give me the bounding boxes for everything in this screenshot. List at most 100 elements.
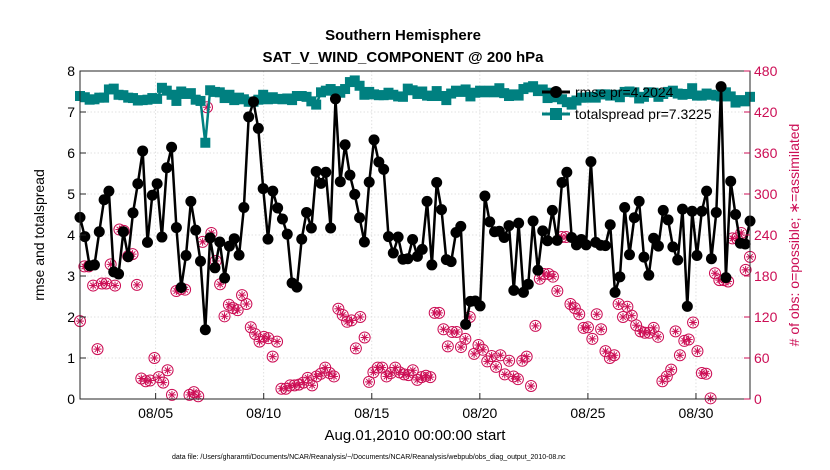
rmse-point — [498, 231, 510, 243]
rmse-point — [382, 231, 394, 243]
obs-possible-point — [165, 388, 178, 401]
obs-assimilated-point — [378, 363, 387, 372]
obs-assimilated-point — [268, 352, 277, 361]
obs-possible-point — [485, 349, 498, 362]
obs-assimilated-stroke — [440, 326, 447, 333]
obs-possible-point — [91, 343, 104, 356]
obs-assimilated-stroke — [352, 345, 360, 352]
rmse-point — [117, 226, 129, 238]
obs-possible-point — [231, 304, 244, 317]
rmse-point — [137, 145, 149, 157]
obs-assimilated-point — [689, 318, 698, 327]
obs-possible-point — [476, 343, 489, 356]
rmse-point — [281, 228, 293, 240]
obs-assimilated-point — [334, 304, 343, 313]
obs-possible-point — [498, 368, 511, 381]
rmse-point — [358, 236, 370, 248]
rmse-point — [546, 204, 558, 216]
obs-assimilated-stroke — [225, 301, 233, 308]
obs-assimilated-stroke — [672, 328, 679, 335]
obs-assimilated-stroke — [501, 371, 508, 378]
rmse-point — [291, 281, 303, 293]
obs-assimilated-point — [662, 372, 671, 381]
rmse-point — [204, 232, 216, 244]
chart-subtitle: SAT_V_WIND_COMPONENT @ 200 hPa — [262, 49, 544, 66]
obs-assimilated-stroke — [668, 366, 675, 373]
rmse-point — [296, 233, 308, 245]
obs-assimilated-point — [347, 316, 356, 325]
obs-assimilated-point — [470, 349, 479, 358]
obs-assimilated-stroke — [488, 352, 495, 360]
obs-possible-point — [148, 352, 161, 364]
obs-possible-point — [739, 263, 752, 276]
rmse-point — [344, 169, 356, 181]
obs-assimilated-stroke — [606, 354, 614, 362]
obs-possible-point — [612, 298, 625, 311]
obs-assimilated-stroke — [269, 353, 276, 360]
rmse-point — [561, 166, 573, 178]
rmse-point — [580, 239, 592, 251]
obs-possible-point — [669, 325, 682, 338]
obs-assimilated-stroke — [234, 307, 241, 314]
obs-possible-point — [529, 319, 542, 332]
obs-assimilated-point — [649, 323, 658, 332]
spread-point — [397, 91, 408, 102]
obs-assimilated-stroke — [676, 352, 684, 359]
y-tick-label-right: 300 — [754, 186, 778, 202]
obs-assimilated-stroke — [624, 303, 631, 310]
rmse-point — [638, 251, 650, 263]
obs-possible-point — [691, 345, 704, 358]
y-tick-label-right: 360 — [754, 145, 778, 161]
obs-assimilated-point — [89, 281, 98, 290]
rmse-point — [354, 212, 366, 224]
rmse-point — [657, 204, 669, 216]
obs-possible-point — [240, 298, 253, 311]
obs-assimilated-stroke — [602, 348, 609, 355]
obs-possible-point — [568, 302, 581, 315]
obs-assimilated-stroke — [457, 343, 465, 351]
obs-possible-point — [87, 279, 100, 292]
rmse-point — [320, 166, 332, 178]
obs-assimilated-point — [544, 269, 553, 278]
footnote-data-file: data file: /Users/gharamti/Documents/NCA… — [172, 454, 566, 461]
rmse-point — [643, 269, 655, 281]
obs-assimilated-point — [312, 372, 321, 381]
obs-possible-point — [358, 331, 371, 344]
rmse-point — [339, 139, 351, 151]
obs-assimilated-point — [303, 373, 312, 382]
legend-spread-marker — [550, 108, 562, 120]
obs-possible-point — [130, 278, 143, 291]
obs-assimilated-point — [492, 362, 501, 371]
obs-assimilated-stroke — [453, 328, 460, 336]
obs-possible-point — [656, 375, 669, 388]
obs-assimilated-stroke — [243, 300, 250, 308]
rmse-point — [387, 247, 399, 259]
rmse-point — [199, 324, 211, 336]
obs-assimilated-point — [351, 344, 360, 353]
obs-assimilated-stroke — [593, 311, 600, 318]
spread-point — [152, 93, 163, 104]
obs-assimilated-stroke — [523, 353, 530, 360]
rmse-point — [556, 177, 568, 189]
obs-possible-point — [297, 376, 310, 389]
y-tick-label-right: 0 — [754, 391, 762, 407]
obs-possible-point — [380, 370, 393, 383]
obs-assimilated-point — [505, 356, 514, 365]
obs-assimilated-stroke — [479, 346, 487, 353]
obs-assimilated-point — [623, 302, 632, 311]
obs-assimilated-point — [667, 365, 676, 374]
obs-assimilated-stroke — [94, 345, 101, 353]
rmse-point — [662, 214, 674, 226]
obs-assimilated-stroke — [392, 364, 399, 371]
obs-assimilated-point — [111, 281, 120, 290]
obs-assimilated-point — [435, 308, 444, 317]
rmse-point — [141, 236, 153, 248]
obs-possible-point — [520, 350, 533, 363]
obs-assimilated-point — [365, 377, 374, 386]
obs-assimilated-stroke — [260, 333, 268, 340]
y-tick-label-left: 6 — [67, 145, 75, 161]
rmse-point — [305, 222, 317, 234]
rmse-point — [739, 238, 751, 250]
obs-assimilated-stroke — [549, 273, 557, 280]
obs-possible-point — [354, 311, 367, 323]
